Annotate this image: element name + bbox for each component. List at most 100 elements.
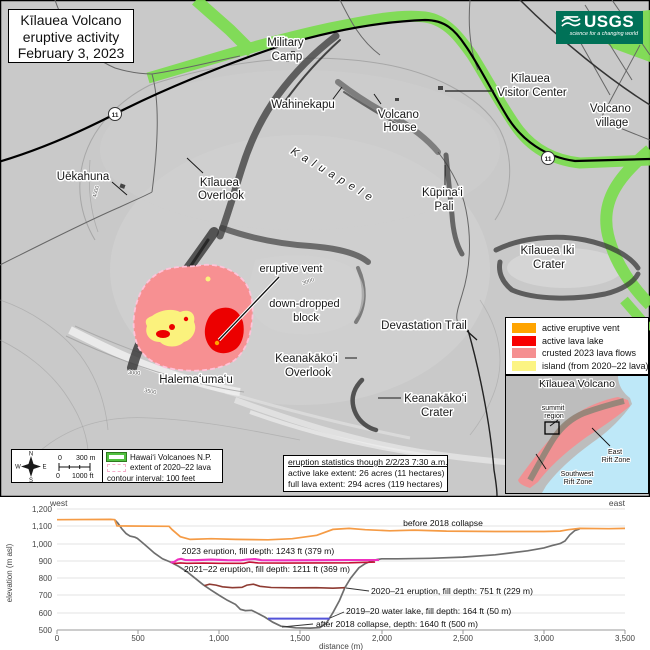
down-dropped-block-plateau (247, 255, 365, 335)
park-boundary-swatch (107, 453, 126, 462)
active-lava-lake-polygon (204, 307, 244, 354)
scale-box: N S W E 0 300 m 0 1000 ft (11, 449, 103, 484)
eruptive-vent-leader (218, 276, 280, 341)
lava-extent-swatch (107, 463, 126, 472)
svg-text:3,000: 3,000 (534, 634, 555, 643)
chart-xlabel: distance (m) (319, 642, 363, 650)
inset-summit-region-rect (544, 421, 560, 435)
label-military-camp: Military Camp (267, 37, 307, 63)
inset-map: Kīlauea Volcano summit region East Rift … (505, 375, 649, 494)
chart-xtick-labels: 0 500 1,000 1,500 2,000 2,500 3,000 3,50… (55, 634, 636, 643)
annotation-after-2018: after 2018 collapse, depth: 1640 ft (500… (316, 619, 478, 629)
svg-text:900: 900 (39, 557, 53, 566)
legend-swatch-red (512, 335, 536, 346)
eruptive-vent-dot (214, 340, 220, 346)
compass-rose-icon (21, 456, 41, 477)
label-volcano-house: Volcano House (378, 109, 422, 134)
elevation-profile-chart: before 2018 collapse 2023 eruption, fill… (0, 497, 650, 650)
label-keanakakoi-overlook: Keanakākoʻi Overlook (275, 353, 341, 379)
map-title-line1: Kīlauea Volcano (20, 12, 122, 28)
inset-volcano-extent (518, 397, 630, 488)
route-11-shield: 11 (108, 107, 122, 121)
label-uekahuna: Uēkahuna (57, 171, 110, 183)
inset-label-summit-region: summit region (542, 405, 567, 420)
annotation-before-2018: before 2018 collapse (403, 518, 483, 528)
svg-text:1,500: 1,500 (290, 634, 311, 643)
svg-text:11: 11 (112, 112, 119, 119)
label-wahinekapu: Wahinekapu (271, 99, 335, 111)
series-2021-22-line (173, 561, 376, 565)
contour-label-3500: 3500 (144, 388, 157, 396)
island-red-dot2 (183, 316, 189, 322)
scale-m-zero: 0 (58, 455, 62, 462)
svg-text:500: 500 (131, 634, 145, 643)
chart-axis (56, 629, 626, 634)
svg-text:500: 500 (39, 626, 53, 635)
key-row-contour: contour interval: 100 feet (107, 473, 196, 483)
label-leader-lines (111, 86, 494, 399)
label-kilauea-iki-crater: Kīlauea Iki Crater (521, 245, 578, 271)
svg-text:700: 700 (39, 591, 53, 600)
annotation-2021-22: 2021–22 eruption, fill depth: 1211 ft (3… (184, 564, 350, 574)
legend-row-flows: crusted 2023 lava flows (512, 347, 648, 360)
annotation-2020-21: 2020–21 eruption, fill depth: 751 ft (22… (371, 586, 533, 596)
eruption-stats-box: eruption statistics though 2/2/23 7:30 a… (283, 455, 448, 492)
label-kupinai-pali: Kūpinaʻi Pali (422, 187, 466, 213)
scale-m-label: 300 m (76, 455, 96, 462)
legend-row-vent: active eruptive vent (512, 322, 648, 335)
svg-text:800: 800 (39, 574, 53, 583)
chart-svg: before 2018 collapse 2023 eruption, fill… (5, 498, 636, 650)
compass-n: N (29, 452, 33, 458)
legend-swatch-yellow (512, 360, 536, 371)
svg-text:2,000: 2,000 (372, 634, 393, 643)
inset-rift-zone-band (527, 398, 625, 482)
stats-line-2: active lake extent: 26 acres (11 hectare… (288, 468, 445, 478)
label-volcano-village: Volcano village (590, 103, 634, 129)
key-row-park: Hawaiʻi Volcanoes N.P. (107, 452, 222, 463)
map-key-box: Hawaiʻi Volcanoes N.P. extent of 2020–22… (102, 449, 223, 483)
svg-text:1,100: 1,100 (32, 522, 53, 531)
chart-corner-east: east (609, 498, 626, 508)
annotation-2023: 2023 eruption, fill depth: 1243 ft (379 … (182, 546, 335, 556)
series-2023-line (170, 557, 380, 564)
usgs-wave-icon (561, 16, 581, 27)
svg-text:1,000: 1,000 (209, 634, 230, 643)
route-11-shield-2: 11 (541, 151, 555, 165)
label-down-dropped-block: down-dropped block (269, 298, 342, 324)
island-red-dot (169, 324, 175, 330)
legend-row-lake: active lava lake (512, 335, 648, 348)
series-2020-21-line (204, 583, 345, 590)
map-svg: 11 11 Military Camp Wahinekapu Volcano H… (0, 0, 650, 498)
inset-svg: Kīlauea Volcano summit region East Rift … (506, 376, 648, 493)
stats-line-1: eruption statistics though 2/2/23 7:30 a… (288, 457, 448, 467)
series-after-2018-line (113, 519, 580, 629)
chain-of-craters-road (467, 329, 498, 497)
svg-text:11: 11 (545, 156, 552, 163)
inset-label-southwest-rift: Southwest Rift Zone (561, 471, 596, 486)
svg-text:3,500: 3,500 (615, 634, 636, 643)
inset-title: Kīlauea Volcano (539, 378, 615, 390)
contour-label-3000a: 3000 (302, 277, 316, 287)
map-canvas: 11 11 Military Camp Wahinekapu Volcano H… (0, 0, 650, 498)
usgs-tagline: science for a changing world (569, 31, 638, 37)
scale-ft-zero: 0 (56, 473, 60, 480)
key-row-extent: extent of 2020–22 lava (107, 463, 222, 474)
island-small-dot (205, 276, 211, 282)
label-keanakakoi-crater: Keanakākoʻi Crater (404, 393, 470, 419)
chart-corner-west: west (49, 498, 68, 508)
village-road (519, 0, 650, 106)
stats-line-3: full lava extent: 294 acres (119 hectare… (288, 479, 443, 489)
legend-swatch-orange (512, 323, 536, 334)
chart-ytick-labels: 500 600 700 800 900 1,000 1,100 1,200 (32, 505, 53, 635)
contour-label-4000: 4000 (92, 185, 101, 198)
legend-swatch-pink (512, 348, 536, 359)
scale-ft-label: 1000 ft (72, 473, 93, 480)
chart-ylabel: elevation (m asl) (5, 543, 14, 602)
building-marks (119, 51, 443, 189)
label-kilauea-overlook: Kīlauea Overlook (198, 177, 244, 202)
label-halemaumau: Halemaʻumaʻu (159, 374, 233, 386)
map-legend: active eruptive vent active lava lake cr… (505, 317, 649, 375)
svg-text:1,000: 1,000 (32, 540, 53, 549)
svg-text:2,500: 2,500 (453, 634, 474, 643)
usgs-wordmark: USGS (584, 12, 635, 31)
